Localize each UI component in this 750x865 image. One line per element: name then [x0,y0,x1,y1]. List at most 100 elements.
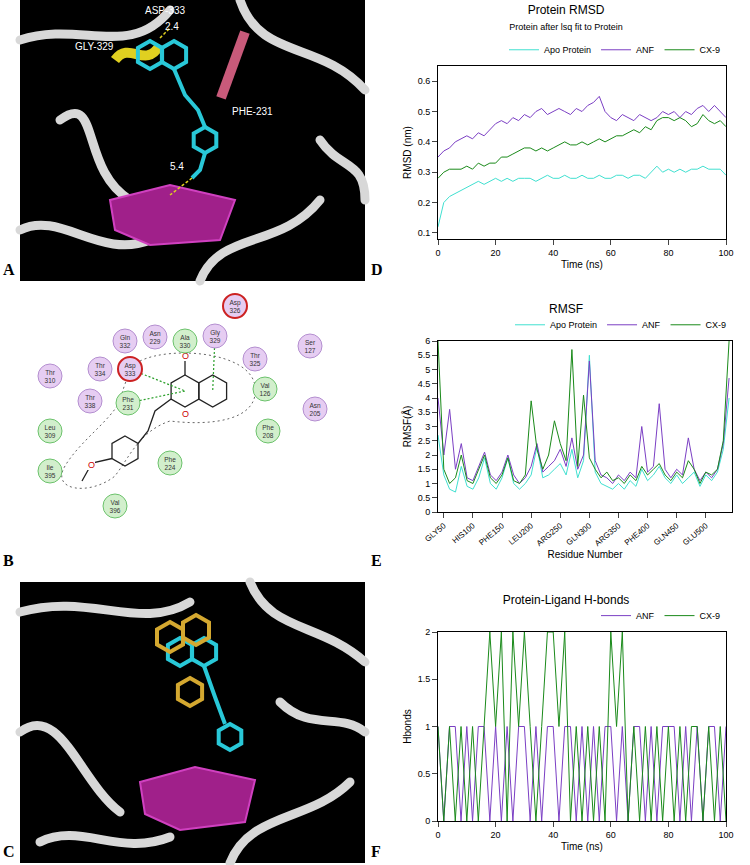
svg-text:0: 0 [435,248,440,258]
svg-text:5.5: 5.5 [418,350,431,360]
svg-text:CX-9: CX-9 [700,45,721,55]
svg-text:Thr: Thr [95,362,106,369]
svg-text:Protein RMSDProtein after lsq: Protein RMSDProtein after lsq fit to Pro… [509,3,623,32]
svg-text:229: 229 [150,338,161,345]
svg-text:100: 100 [718,830,733,840]
svg-text:329: 329 [210,337,221,344]
svg-text:Time (ns): Time (ns) [561,259,603,270]
svg-text:231: 231 [123,404,134,411]
svg-text:40: 40 [548,248,558,258]
svg-text:20: 20 [491,830,501,840]
svg-text:60: 60 [606,248,616,258]
svg-text:326: 326 [230,307,241,314]
svg-text:0.5: 0.5 [418,769,431,779]
svg-text:3: 3 [425,422,430,432]
svg-text:Hbonds: Hbonds [402,709,413,743]
svg-text:Apo Protein: Apo Protein [544,45,591,55]
svg-text:80: 80 [663,248,673,258]
svg-text:HIS100: HIS100 [451,521,478,545]
svg-text:ARG350: ARG350 [593,521,623,548]
svg-text:E: E [371,552,382,569]
svg-text:4.5: 4.5 [418,379,431,389]
svg-text:Ile: Ile [47,464,54,471]
svg-text:GLY50: GLY50 [423,521,448,544]
svg-text:Asp: Asp [124,362,136,370]
svg-text:1.5: 1.5 [418,464,431,474]
svg-text:GLN300: GLN300 [565,521,594,547]
svg-text:O: O [88,460,95,470]
svg-text:0.3: 0.3 [418,167,431,177]
svg-text:Thr: Thr [45,369,56,376]
svg-text:Val: Val [261,382,270,389]
svg-text:B: B [3,552,14,569]
svg-text:0.6: 0.6 [418,76,431,86]
svg-text:Protein-Ligand H-bonds: Protein-Ligand H-bonds [503,593,630,607]
svg-text:2.4: 2.4 [165,21,179,32]
svg-text:Ser: Ser [305,339,316,346]
svg-text:ANF: ANF [636,611,655,621]
svg-text:1: 1 [425,722,430,732]
svg-text:208: 208 [263,432,274,439]
svg-text:6: 6 [425,336,430,346]
svg-text:Phe: Phe [262,424,274,431]
svg-text:309: 309 [45,432,56,439]
svg-text:0: 0 [425,816,430,826]
svg-text:CX-9: CX-9 [700,611,721,621]
svg-text:4: 4 [425,393,430,403]
svg-text:40: 40 [548,830,558,840]
svg-text:0: 0 [435,830,440,840]
svg-text:Phe: Phe [164,456,176,463]
svg-text:ANF: ANF [642,320,661,330]
svg-text:338: 338 [85,402,96,409]
svg-text:Time (ns): Time (ns) [561,841,603,852]
svg-text:205: 205 [310,410,321,417]
svg-text:333: 333 [125,370,136,377]
svg-text:396: 396 [110,507,121,514]
svg-text:PHE150: PHE150 [477,521,506,547]
svg-text:2.5: 2.5 [418,436,431,446]
svg-text:100: 100 [718,248,733,258]
svg-text:332: 332 [120,342,131,349]
svg-text:0.1: 0.1 [418,228,431,238]
svg-text:PHE-231: PHE-231 [232,106,273,117]
svg-text:Asp: Asp [229,299,241,307]
svg-text:2: 2 [425,450,430,460]
svg-text:0.2: 0.2 [418,198,431,208]
svg-text:Leu: Leu [45,424,56,431]
svg-text:0: 0 [425,507,430,517]
svg-text:C: C [3,843,15,860]
svg-text:Thr: Thr [85,394,96,401]
svg-text:310: 310 [45,377,56,384]
svg-text:LEU200: LEU200 [507,521,535,547]
svg-text:Gly: Gly [210,329,221,337]
svg-text:GLN450: GLN450 [652,521,681,547]
svg-text:PHE400: PHE400 [623,521,652,547]
svg-text:0.5: 0.5 [418,107,431,117]
svg-text:RMSF: RMSF [549,302,583,316]
svg-text:Gln: Gln [120,334,131,341]
svg-text:Phe: Phe [122,396,134,403]
svg-text:1: 1 [425,479,430,489]
svg-text:A: A [3,261,15,278]
svg-text:GLY-329: GLY-329 [75,41,114,52]
svg-text:395: 395 [45,472,56,479]
svg-text:F: F [371,843,381,860]
svg-text:325: 325 [250,360,261,367]
svg-text:5.4: 5.4 [170,161,184,172]
svg-text:330: 330 [180,342,191,349]
svg-text:Residue Number: Residue Number [547,549,623,560]
svg-text:Asn: Asn [149,330,161,337]
svg-text:3.5: 3.5 [418,407,431,417]
svg-text:RMSF(Å): RMSF(Å) [401,406,413,448]
svg-text:ARG250: ARG250 [535,521,565,548]
svg-text:Asn: Asn [309,402,321,409]
svg-text:1.5: 1.5 [418,674,431,684]
svg-text:0.4: 0.4 [418,137,431,147]
svg-text:80: 80 [663,830,673,840]
svg-text:ASP-333: ASP-333 [145,5,185,16]
svg-text:Ala: Ala [180,334,190,341]
svg-text:ANF: ANF [636,45,655,55]
svg-text:0.5: 0.5 [418,493,431,503]
svg-text:GLU500: GLU500 [681,521,710,547]
svg-text:D: D [371,261,383,278]
